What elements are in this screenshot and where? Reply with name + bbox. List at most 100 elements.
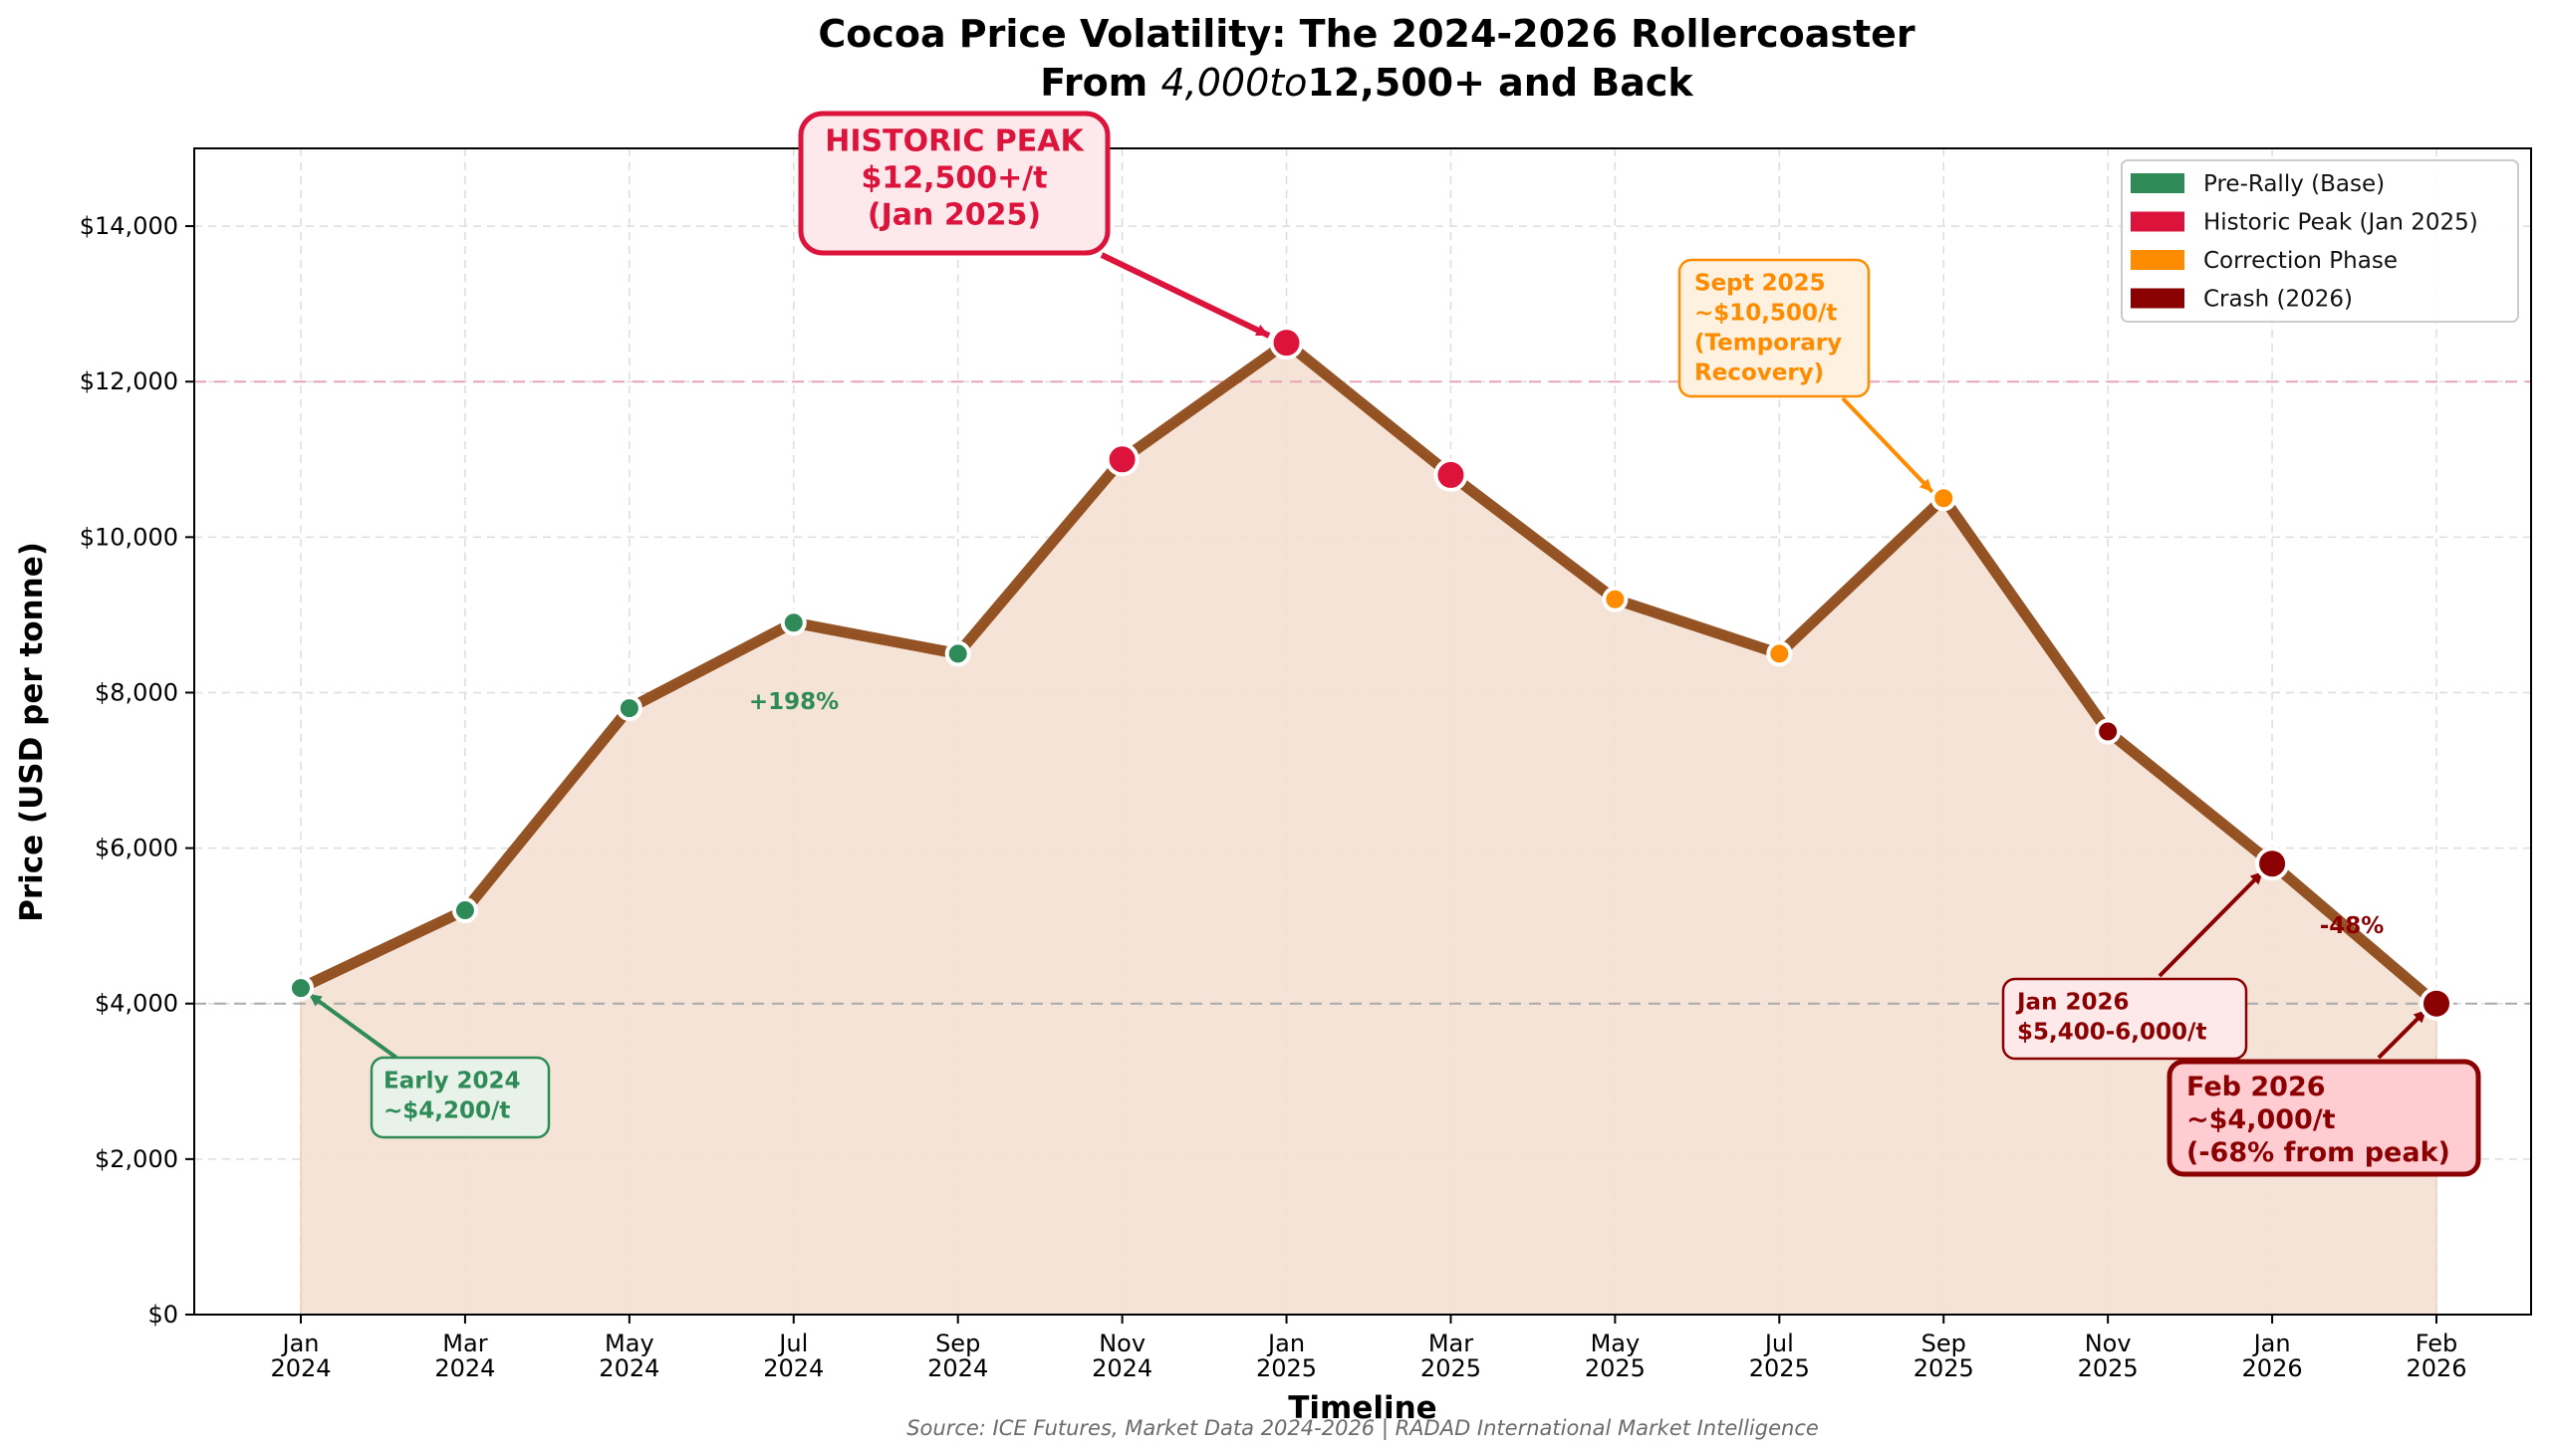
plot-frame bbox=[193, 147, 2532, 1316]
y-tick-label: $2,000 bbox=[95, 1145, 178, 1173]
source-note: Source: ICE Futures, Market Data 2024-20… bbox=[906, 1416, 1819, 1441]
data-point-may-2024 bbox=[616, 695, 642, 722]
annotation-text: Recovery) bbox=[1694, 361, 1824, 386]
x-tick-label-month: Jan bbox=[2252, 1330, 2291, 1357]
peak-arrow-head bbox=[1255, 325, 1269, 337]
x-tick-label-month: Jan bbox=[1266, 1330, 1305, 1357]
x-tick-label-year: 2024 bbox=[270, 1354, 331, 1382]
annotation-text: HISTORIC PEAK bbox=[825, 124, 1085, 159]
annotation-early: Early 2024 ~$4,200/t bbox=[370, 1056, 551, 1139]
x-tick-label-month: May bbox=[605, 1330, 654, 1357]
annotation-arrows bbox=[307, 252, 2428, 1060]
annotation-text: Early 2024 bbox=[383, 1069, 520, 1094]
annotation-text: Feb 2026 bbox=[2186, 1072, 2326, 1102]
price-area-fill bbox=[300, 342, 2437, 1316]
legend-label: Correction Phase bbox=[2203, 248, 2398, 274]
annotation-box bbox=[2167, 1059, 2481, 1177]
y-tick-label: $6,000 bbox=[95, 835, 178, 862]
annotation-box bbox=[370, 1056, 551, 1139]
legend-swatch bbox=[2131, 211, 2184, 232]
x-tick-label-month: Nov bbox=[1099, 1330, 1146, 1357]
data-point-may-2025 bbox=[1602, 586, 1629, 612]
sept-arrow bbox=[1841, 396, 1934, 494]
x-tick-label-year: 2024 bbox=[1092, 1354, 1152, 1382]
annotation-text: ~$4,200/t bbox=[383, 1098, 510, 1124]
y-tick-label: $14,000 bbox=[80, 212, 178, 240]
peak-arrow bbox=[1100, 252, 1271, 339]
annotation-box bbox=[2001, 977, 2248, 1061]
early-arrow-head bbox=[309, 994, 323, 1007]
data-point-jan-2025 bbox=[1269, 326, 1304, 361]
data-point-nov-2024 bbox=[1105, 442, 1140, 477]
annotation-text: (Jan 2025) bbox=[868, 198, 1041, 233]
title-line-2: From 4,000to12,500+ and Back bbox=[1040, 61, 1693, 105]
early-arrow bbox=[307, 992, 398, 1060]
x-tick-label-month: May bbox=[1591, 1330, 1641, 1357]
chart-title: Cocoa Price Volatility: The 2024-2026 Ro… bbox=[818, 12, 1915, 105]
annotation-box bbox=[798, 111, 1111, 256]
annotation-text: Sept 2025 bbox=[1694, 271, 1826, 297]
data-point-mar-2024 bbox=[451, 897, 478, 924]
annotation-sept: Sept 2025 ~$10,500/t (Temporary Recovery) bbox=[1677, 258, 1871, 398]
annotation-text: $5,400-6,000/t bbox=[2017, 1020, 2206, 1046]
price-polyline bbox=[298, 337, 2440, 1008]
x-tick-label-month: Feb bbox=[2416, 1330, 2458, 1357]
x-tick-label-year: 2024 bbox=[927, 1354, 988, 1382]
y-axis-ticks: $0 $2,000 $4,000 $6,000 $8,000 $10,000 $12,000… bbox=[80, 212, 194, 1329]
legend-label: Crash (2026) bbox=[2203, 287, 2353, 313]
x-axis-label: Timeline bbox=[1288, 1390, 1436, 1426]
legend-swatch bbox=[2131, 288, 2184, 309]
y-tick-label: $8,000 bbox=[95, 678, 178, 706]
annotation-text: ~$4,000/t bbox=[2186, 1104, 2336, 1135]
pct-label-rally: +198% bbox=[749, 689, 839, 715]
x-tick-label-year: 2025 bbox=[1256, 1354, 1317, 1382]
data-point-sep-2025 bbox=[1930, 485, 1957, 512]
x-tick-label-month: Mar bbox=[1428, 1330, 1473, 1357]
x-tick-label-month: Sep bbox=[1921, 1330, 1966, 1357]
data-point-jul-2025 bbox=[1766, 640, 1793, 667]
annotation-feb26: Feb 2026~$4,000/t(-68% from peak) bbox=[2167, 1059, 2481, 1177]
x-tick-label-year: 2024 bbox=[599, 1354, 659, 1382]
sept-arrow-head bbox=[1918, 478, 1932, 492]
jan26-arrow bbox=[2158, 869, 2265, 978]
annotation-jan26: Jan 2026 $5,400-6,000/t bbox=[2001, 977, 2248, 1061]
data-point-markers bbox=[288, 326, 2453, 1021]
annotation-text: $12,500+/t bbox=[861, 161, 1047, 196]
legend-label: Pre-Rally (Base) bbox=[2203, 171, 2385, 197]
y-axis-label: Price (USD per tonne) bbox=[14, 542, 50, 922]
annotations: HISTORIC PEAK$12,500+/t(Jan 2025) Sept 20… bbox=[370, 111, 2481, 1177]
data-point-jan-2024 bbox=[288, 975, 314, 1002]
annotation-text: (Temporary bbox=[1694, 331, 1842, 357]
reference-lines bbox=[194, 380, 2531, 1005]
annotation-text: Jan 2026 bbox=[2015, 990, 2129, 1016]
x-tick-label-year: 2025 bbox=[1749, 1354, 1810, 1382]
legend-label: Historic Peak (Jan 2025) bbox=[2203, 210, 2478, 236]
annotation-text: (-68% from peak) bbox=[2186, 1137, 2450, 1168]
x-tick-label-year: 2025 bbox=[1420, 1354, 1481, 1382]
x-tick-label-year: 2025 bbox=[1913, 1354, 1974, 1382]
y-tick-label: $12,000 bbox=[80, 367, 178, 395]
annotation-text: ~$10,500/t bbox=[1694, 301, 1837, 327]
area-fill bbox=[300, 342, 2437, 1316]
title-line-1: Cocoa Price Volatility: The 2024-2026 Ro… bbox=[818, 12, 1915, 56]
legend-box bbox=[2121, 159, 2519, 323]
x-axis-ticks: Jan2024Mar2024May2024Jul2024Sep2024Nov20… bbox=[270, 1315, 2467, 1382]
price-line bbox=[298, 337, 2440, 1008]
x-tick-label-month: Mar bbox=[442, 1330, 487, 1357]
annotation-box bbox=[1677, 258, 1871, 398]
data-point-jan-2026 bbox=[2255, 847, 2290, 881]
x-tick-label-year: 2025 bbox=[2078, 1354, 2139, 1382]
data-point-jul-2024 bbox=[780, 609, 807, 636]
pct-label-crash: -48% bbox=[2320, 913, 2385, 939]
x-tick-label-month: Jul bbox=[1763, 1330, 1794, 1357]
x-tick-label-year: 2026 bbox=[2242, 1354, 2303, 1382]
data-point-nov-2025 bbox=[2095, 718, 2122, 745]
legend-swatch bbox=[2131, 250, 2184, 270]
legend: Pre-Rally (Base) Historic Peak (Jan 2025)… bbox=[2121, 159, 2519, 323]
x-tick-label-year: 2024 bbox=[763, 1354, 824, 1382]
y-tick-label: $0 bbox=[147, 1301, 178, 1329]
data-point-feb-2026 bbox=[2420, 986, 2453, 1021]
x-tick-label-year: 2024 bbox=[434, 1354, 495, 1382]
annotation-peak: HISTORIC PEAK$12,500+/t(Jan 2025) bbox=[798, 111, 1111, 256]
